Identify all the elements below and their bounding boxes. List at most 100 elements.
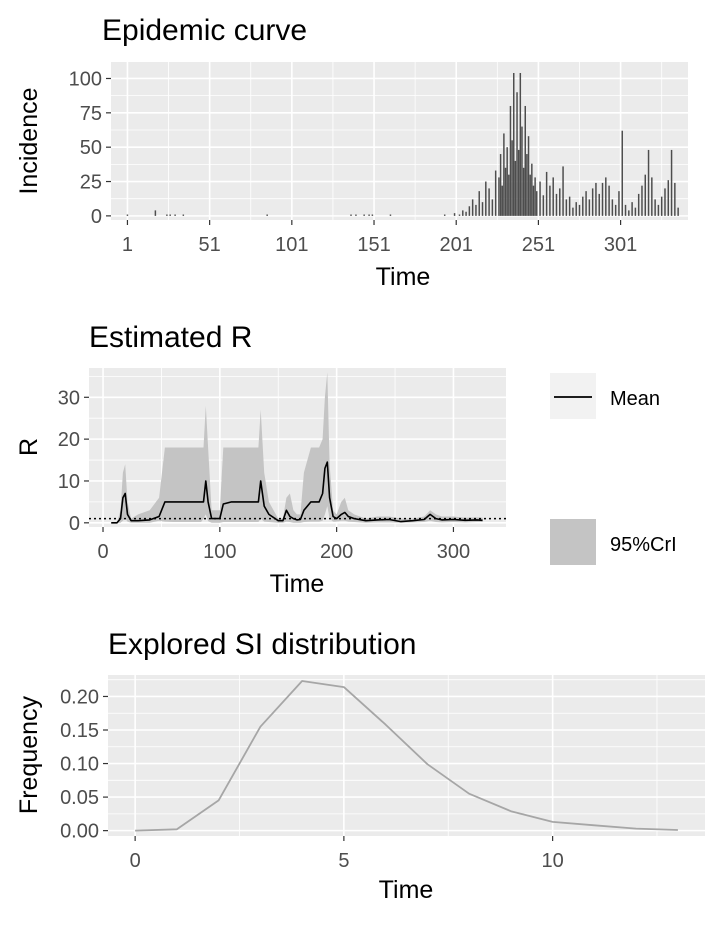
incidence-bar: [532, 185, 535, 216]
incidence-bar: [660, 196, 663, 216]
si-frequency-line: [135, 680, 678, 832]
incidence-bar: [601, 182, 604, 216]
incidence-bar: [389, 214, 392, 216]
incidence-bar: [572, 207, 574, 216]
incidence-bar: [465, 211, 467, 216]
epidemic-curve-panel: [111, 62, 688, 220]
estimated-r-x-tick-label: 100: [203, 541, 236, 563]
incidence-bar: [534, 177, 536, 216]
incidence-bar: [628, 210, 630, 216]
epidemic-curve-x-ticks: 1 51 101 151 201 251 301: [122, 220, 637, 256]
incidence-bar: [651, 177, 653, 216]
incidence-bar: [126, 214, 129, 216]
incidence-bar: [526, 154, 528, 216]
epidemic-curve-y-label: Incidence: [15, 87, 43, 194]
incidence-bar: [595, 182, 597, 216]
incidence-bar: [559, 188, 561, 216]
incidence-bar: [355, 214, 357, 216]
estimated-r-y-tick-label: 30: [58, 387, 80, 409]
estimated-r-x-label: Time: [270, 570, 325, 598]
incidence-bar: [647, 149, 650, 216]
incidence-bar: [522, 167, 525, 216]
incidence-bar: [637, 193, 640, 216]
incidence-bar: [608, 185, 610, 216]
epidemic-y-tick-label: 0: [91, 206, 102, 228]
si-distribution-panel: [108, 675, 705, 836]
incidence-bar: [539, 181, 541, 216]
epidemic-curve-title: Epidemic curve: [102, 14, 307, 47]
incidence-bar: [667, 180, 670, 216]
incidence-bar: [670, 149, 673, 216]
incidence-bar: [677, 207, 679, 216]
incidence-bar: [575, 202, 577, 216]
si-distribution-x-ticks: 0 5 10: [130, 836, 564, 872]
estimated-r-x-tick-label: 200: [320, 541, 353, 563]
incidence-bar: [468, 206, 471, 216]
incidence-bar: [631, 202, 633, 216]
incidence-bar: [536, 191, 538, 216]
incidence-bar: [624, 204, 627, 216]
incidence-bar: [506, 147, 508, 216]
si-distribution-y-tick-label: 0.05: [60, 787, 99, 809]
incidence-bar: [568, 196, 571, 216]
epidemic-curve-y-ticks: 0 25 50 75 100: [69, 68, 111, 228]
incidence-bar: [562, 166, 564, 216]
incidence-bar: [504, 167, 507, 216]
estimated-r-y-tick-label: 0: [69, 513, 80, 535]
incidence-bar: [453, 213, 456, 216]
incidence-bar: [169, 214, 171, 216]
epidemic-x-tick-label: 301: [604, 234, 637, 256]
incidence-bar: [588, 199, 591, 216]
estimated-r-chart: Estimated R 0 100 200 300 0 10 20 30 Time R Me…: [15, 321, 677, 598]
estimated-r-title: Estimated R: [89, 321, 252, 354]
si-distribution-x-tick-label: 10: [541, 850, 563, 872]
estimated-r-y-tick-label: 10: [58, 471, 80, 493]
mean-r-line: [111, 461, 483, 524]
epidemic-x-tick-label: 201: [440, 234, 473, 256]
estimated-r-y-ticks: 0 10 20 30: [58, 387, 89, 535]
incidence-bar: [644, 174, 646, 216]
incidence-bar: [614, 204, 617, 216]
estimated-r-y-tick-label: 20: [58, 429, 80, 451]
incidence-bar: [549, 185, 551, 216]
estimated-r-mean-line: [111, 461, 483, 524]
incidence-bar: [524, 105, 526, 216]
si-distribution-y-ticks: 0.00 0.05 0.10 0.15 0.20: [60, 686, 108, 843]
epidemic-x-tick-label: 1: [122, 234, 133, 256]
si-distribution-y-tick-label: 0.10: [60, 754, 99, 776]
incidence-bar: [529, 174, 531, 216]
epidemic-y-tick-label: 25: [80, 172, 102, 194]
epidemic-y-tick-label: 75: [80, 103, 102, 125]
incidence-bar: [521, 126, 523, 216]
incidence-bar: [368, 214, 370, 216]
incidence-bar: [513, 72, 515, 216]
legend-label-mean: Mean: [610, 388, 660, 410]
credible-interval-area: [111, 372, 483, 523]
incidence-bar: [488, 188, 490, 216]
legend-key-mean: [550, 373, 596, 419]
incidence-bar: [498, 177, 500, 216]
incidence-bar: [458, 214, 461, 216]
incidence-bar: [485, 181, 487, 216]
incidence-bar: [565, 199, 568, 216]
epidemic-x-tick-label: 251: [522, 234, 555, 256]
incidence-bar: [499, 154, 502, 216]
epidemic-x-tick-label: 151: [357, 234, 390, 256]
incidence-bar: [585, 191, 587, 216]
epidemic-curve-bars: [126, 72, 679, 216]
epidemic-x-tick-label: 101: [275, 234, 308, 256]
incidence-bar: [350, 214, 352, 216]
incidence-bar: [598, 193, 600, 216]
incidence-bar: [517, 149, 520, 216]
epidemic-curve-x-label: Time: [376, 263, 431, 291]
si-distribution-x-tick-label: 0: [130, 850, 141, 872]
incidence-bar: [471, 199, 474, 216]
incidence-bar: [508, 174, 510, 216]
incidence-bar: [657, 204, 660, 216]
incidence-bar: [591, 188, 594, 216]
incidence-bar: [511, 140, 513, 216]
incidence-bar: [555, 193, 558, 216]
epidemic-curve-grid: [111, 62, 688, 220]
incidence-bar: [494, 170, 497, 216]
incidence-bar: [363, 214, 365, 216]
